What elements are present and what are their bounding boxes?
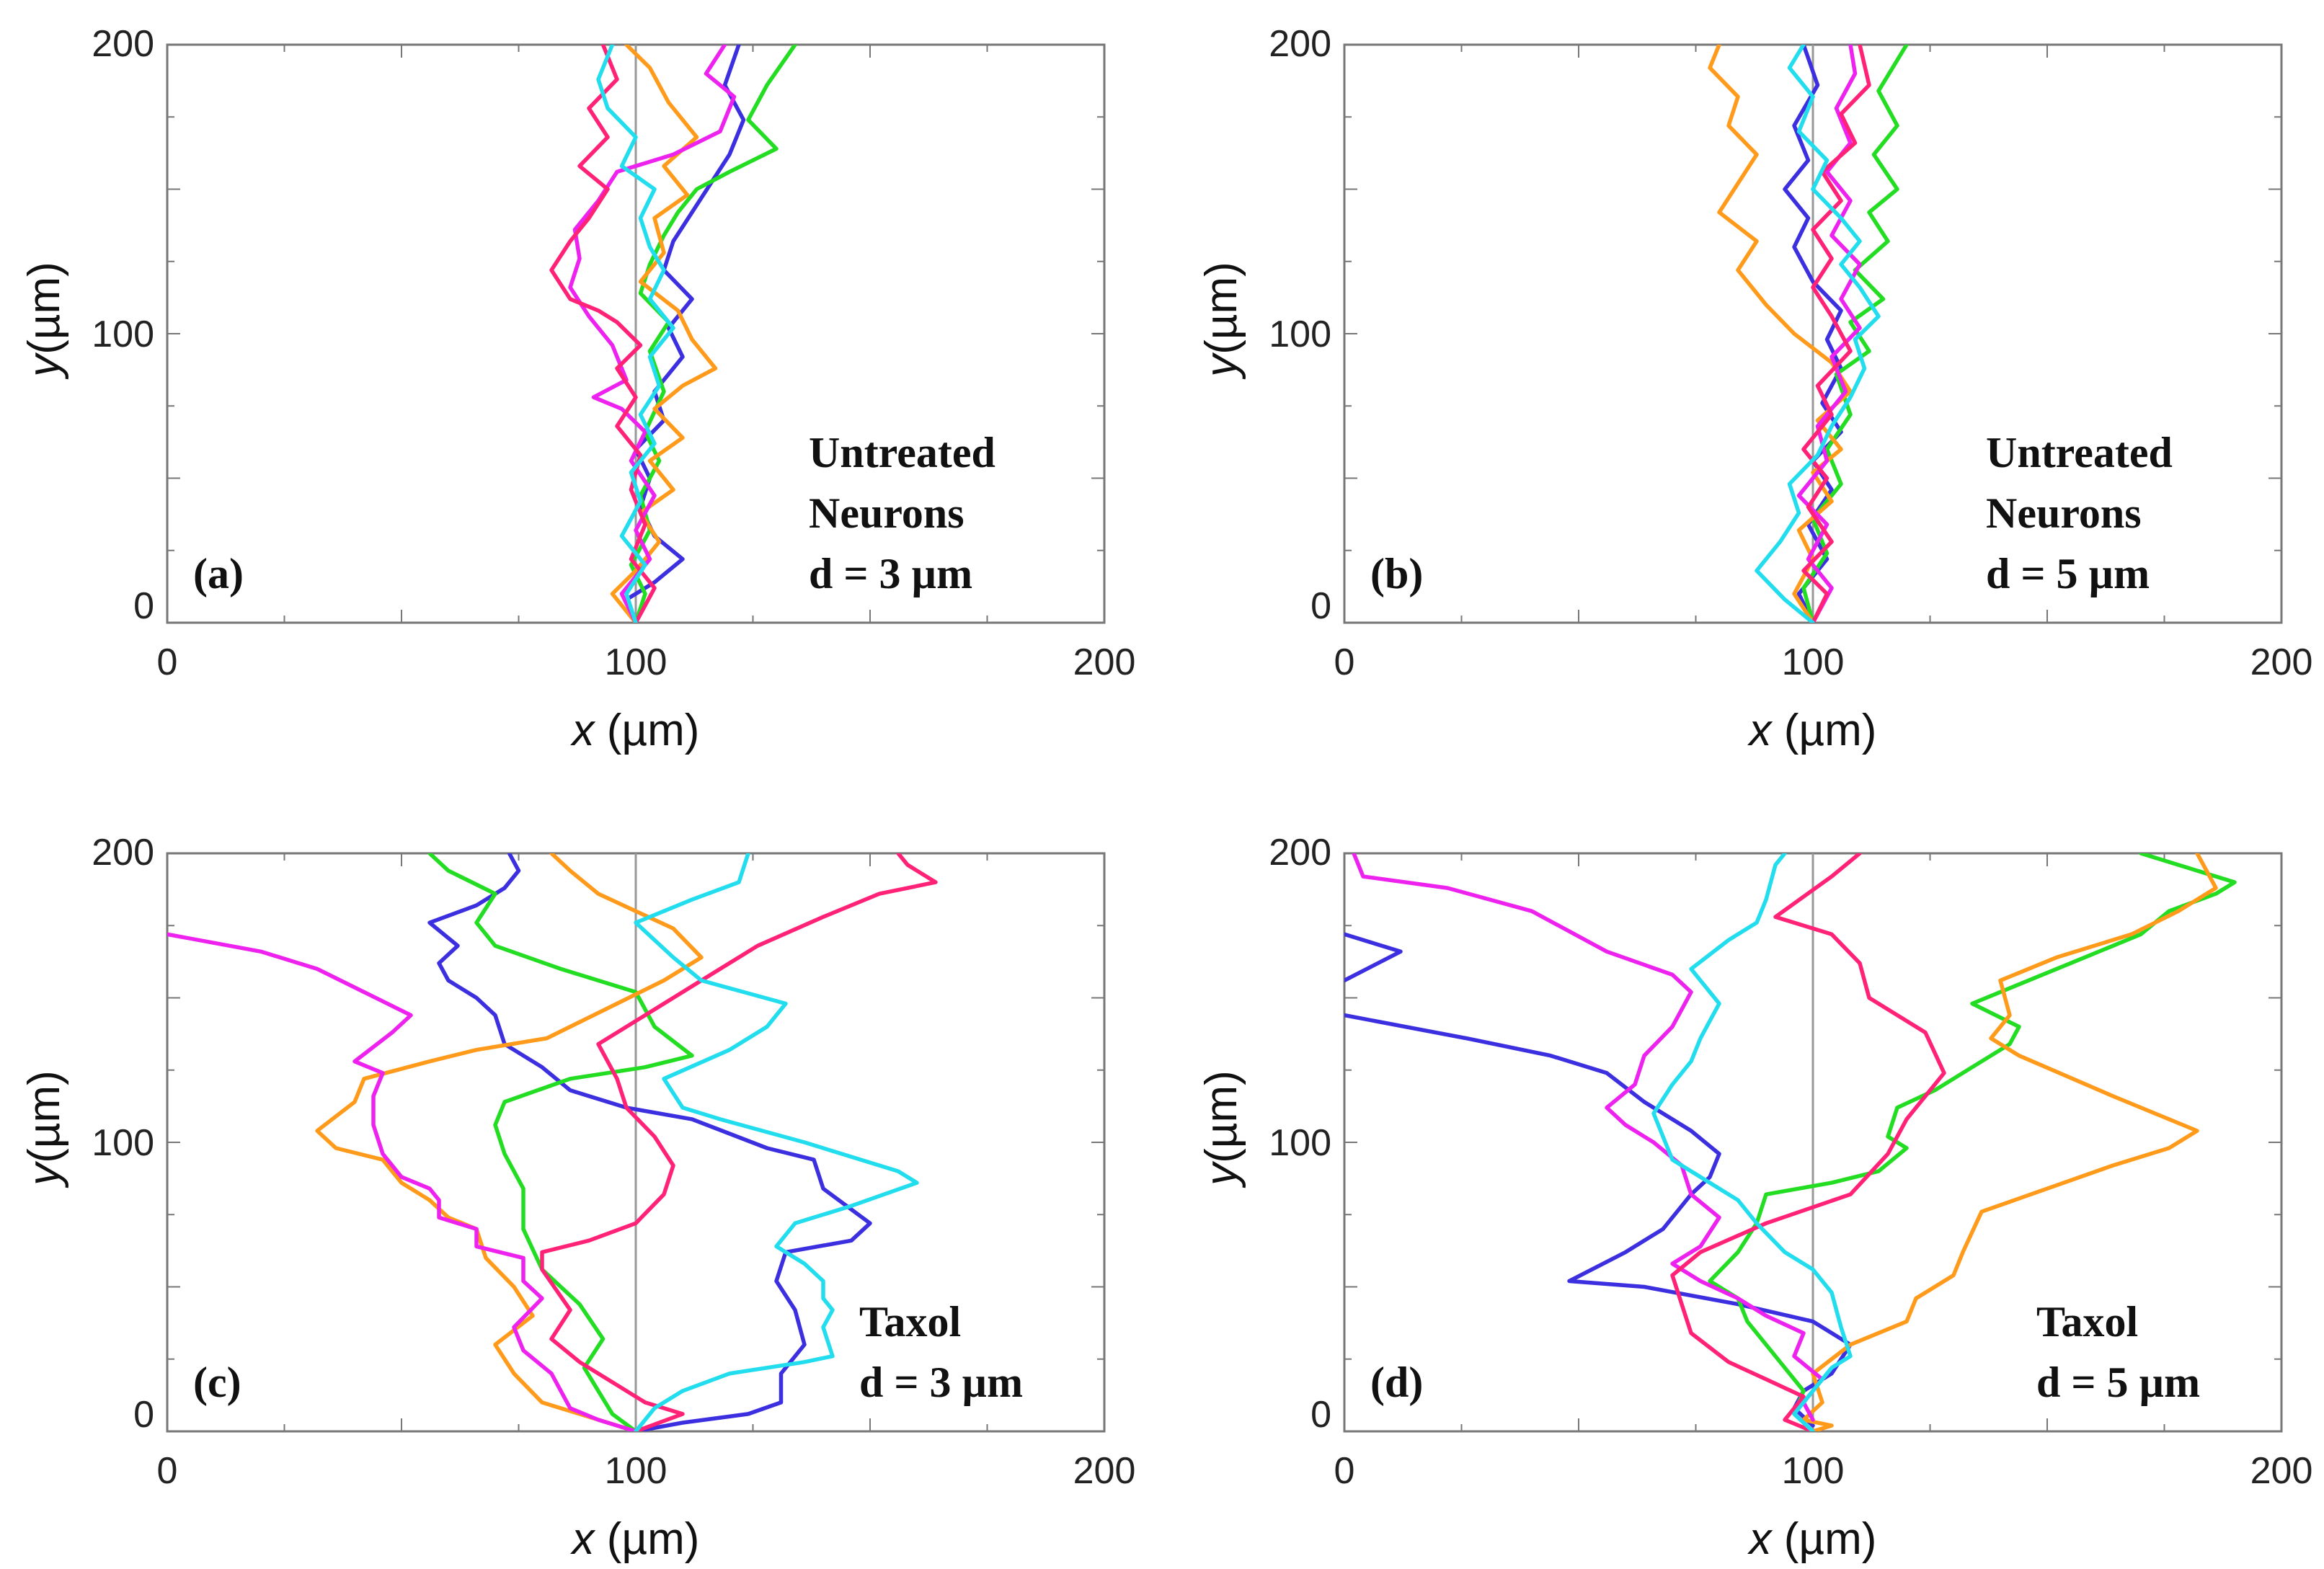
- chart-d-series-blue-top: [1344, 932, 1403, 983]
- chart-b-y-tick-label: 0: [1310, 585, 1331, 627]
- chart-a-x-tick-label: 0: [157, 641, 178, 683]
- chart-a-series-blue: [624, 45, 746, 623]
- chart-d-y-axis-title: y(µm): [1197, 1070, 1246, 1188]
- chart-a-annotation-line: d = 3 µm: [809, 550, 972, 597]
- chart-a-y-tick-label: 200: [92, 23, 154, 65]
- chart-b-y-tick-label: 200: [1269, 23, 1331, 65]
- chart-b-annotation-line: d = 5 µm: [1986, 550, 2150, 597]
- chart-a-x-tick-label: 100: [605, 641, 668, 683]
- chart-d-x-tick-label: 0: [1334, 1450, 1355, 1492]
- chart-a-annotation-line: Untreated: [809, 429, 995, 476]
- chart-d-series-pink: [1670, 853, 1946, 1431]
- chart-a-y-tick-label: 100: [92, 314, 154, 355]
- chart-c-panel-label: (c): [193, 1359, 241, 1406]
- chart-c-annotation-line: Taxol: [859, 1298, 961, 1346]
- chart-d-series-green: [1708, 853, 2237, 1431]
- chart-c-x-tick-label: 200: [1073, 1450, 1136, 1492]
- chart-panel-b: 0 100 200 0 100 200 x (µm) y(µm) (b) Untreated Neu…: [1197, 23, 2312, 755]
- chart-d-y-tick-label: 100: [1269, 1122, 1331, 1164]
- chart-c-series-blue: [427, 853, 872, 1431]
- chart-d-annotation-line: Taxol: [2036, 1298, 2138, 1346]
- chart-d-x-axis-title: x (µm): [1747, 1514, 1877, 1564]
- chart-panel-d: 0 100 200 0 100 200 x (µm) y(µm) (d) Taxol d = 5 µ…: [1197, 832, 2312, 1564]
- chart-b-x-tick-label: 0: [1334, 641, 1355, 683]
- chart-b-y-axis-title: y(µm): [1197, 262, 1246, 380]
- chart-b-x-tick-label: 200: [2250, 641, 2313, 683]
- chart-c-annotation-line: d = 3 µm: [859, 1359, 1023, 1406]
- chart-c-x-tick-label: 0: [157, 1450, 178, 1492]
- chart-c-x-tick-label: 100: [605, 1450, 668, 1492]
- chart-b-annotation-line: Neurons: [1986, 489, 2142, 537]
- chart-d-series-blue: [1344, 1013, 1853, 1428]
- chart-a-panel-label: (a): [193, 550, 244, 597]
- chart-a-y-tick-label: 0: [133, 585, 154, 627]
- chart-c-y-tick-label: 0: [133, 1394, 154, 1436]
- chart-d-x-tick-label: 100: [1782, 1450, 1845, 1492]
- chart-a-y-axis-title: y(µm): [19, 262, 69, 380]
- chart-a-series-magenta: [568, 45, 737, 623]
- chart-panel-c: 0 100 200 0 100 200 x (µm) y(µm) (c) Taxol d = 3 µ…: [19, 832, 1135, 1564]
- chart-c-x-axis-title: x (µm): [570, 1514, 700, 1564]
- chart-c-y-tick-label: 100: [92, 1122, 154, 1164]
- chart-b-series-magenta: [1796, 45, 1862, 623]
- chart-a-series-cyan: [596, 45, 675, 623]
- chart-d-y-tick-label: 200: [1269, 832, 1331, 874]
- chart-b-x-tick-label: 100: [1782, 641, 1845, 683]
- chart-b-annotation-line: Untreated: [1986, 429, 2173, 476]
- chart-d-panel-label: (d): [1370, 1359, 1423, 1406]
- chart-c-y-axis-title: y(µm): [19, 1070, 69, 1188]
- chart-b-series-pink: [1801, 45, 1871, 623]
- chart-b-series-orange: [1708, 45, 1853, 623]
- chart-a-x-axis-title: x (µm): [570, 706, 700, 755]
- chart-panel-a: 0 100 200 0 100 200 x (µm) y(µm) (a) Untreated Neu…: [19, 23, 1135, 755]
- chart-d-x-tick-label: 200: [2250, 1450, 2313, 1492]
- chart-c-series-cyan: [634, 853, 919, 1431]
- chart-c-series-magenta: [167, 932, 638, 1431]
- chart-d-series-magenta: [1352, 853, 1824, 1422]
- chart-c-series-pink: [540, 853, 938, 1431]
- chart-b-series-cyan: [1755, 45, 1881, 623]
- chart-b-panel-label: (b): [1370, 550, 1423, 597]
- chart-c-y-tick-label: 200: [92, 832, 154, 874]
- chart-a-x-tick-label: 200: [1073, 641, 1136, 683]
- chart-a-annotation-line: Neurons: [809, 489, 964, 537]
- chart-d-annotation-line: d = 5 µm: [2036, 1359, 2200, 1406]
- chart-d-series-cyan: [1651, 853, 1853, 1431]
- chart-b-x-axis-title: x (µm): [1747, 706, 1877, 755]
- chart-b-y-tick-label: 100: [1269, 314, 1331, 355]
- chart-c-series-green: [427, 853, 694, 1431]
- chart-d-y-tick-label: 0: [1310, 1394, 1331, 1436]
